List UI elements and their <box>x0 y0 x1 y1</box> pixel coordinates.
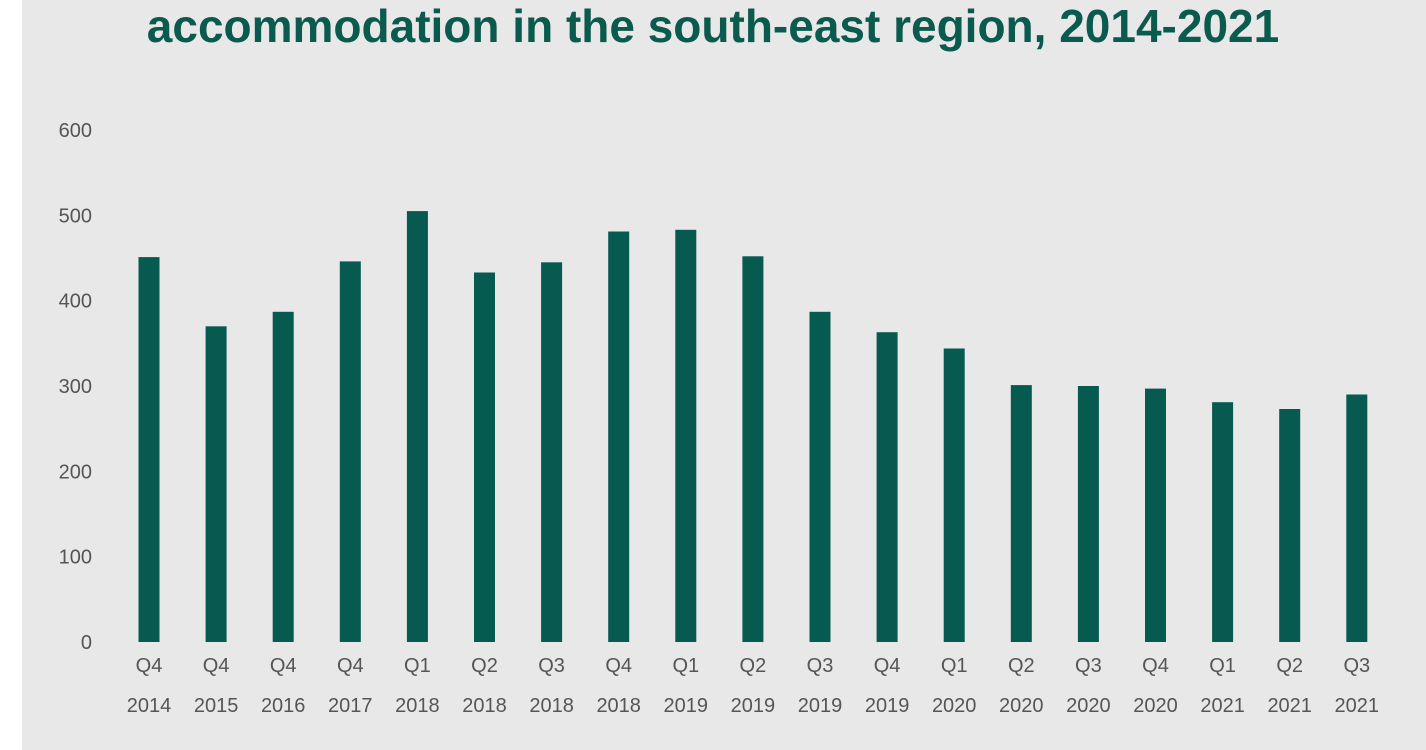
x-tick-year-label: 2021 <box>1335 695 1380 717</box>
x-tick-quarter-label: Q3 <box>1343 655 1370 677</box>
y-tick-label: 400 <box>59 291 92 313</box>
x-tick-quarter-label: Q3 <box>807 655 834 677</box>
x-tick-quarter-label: Q2 <box>1276 655 1303 677</box>
x-tick-year-label: 2019 <box>731 695 776 717</box>
y-tick-label: 600 <box>59 120 92 142</box>
x-tick-year-label: 2020 <box>999 695 1044 717</box>
x-tick-year-label: 2018 <box>529 695 574 717</box>
x-tick-year-label: 2017 <box>328 695 373 717</box>
x-tick-year-label: 2018 <box>462 695 507 717</box>
bar <box>272 311 294 642</box>
x-tick-year-label: 2020 <box>1066 695 1111 717</box>
bar <box>541 262 563 642</box>
bar <box>675 229 697 643</box>
x-tick-quarter-label: Q1 <box>1209 655 1236 677</box>
x-tick-year-label: 2019 <box>798 695 843 717</box>
x-tick-quarter-label: Q2 <box>471 655 498 677</box>
x-tick-quarter-label: Q1 <box>941 655 968 677</box>
x-tick-quarter-label: Q3 <box>538 655 565 677</box>
x-tick-year-label: 2020 <box>1133 695 1178 717</box>
bar <box>608 231 630 642</box>
bar <box>474 272 495 642</box>
bar <box>1077 386 1099 642</box>
x-tick-quarter-label: Q1 <box>404 655 431 677</box>
bar <box>406 211 428 642</box>
bar <box>809 311 831 642</box>
y-tick-label: 300 <box>59 376 92 398</box>
bar <box>1010 385 1032 642</box>
bar <box>1212 402 1234 642</box>
y-tick-label: 100 <box>59 547 92 569</box>
x-tick-quarter-label: Q1 <box>672 655 699 677</box>
x-tick-quarter-label: Q2 <box>740 655 767 677</box>
bar <box>339 261 361 642</box>
y-tick-label: 0 <box>81 632 92 654</box>
x-tick-year-label: 2019 <box>664 695 709 717</box>
x-tick-year-label: 2021 <box>1267 695 1312 717</box>
bar <box>1145 388 1166 642</box>
x-tick-quarter-label: Q4 <box>270 655 297 677</box>
x-tick-quarter-label: Q4 <box>337 655 364 677</box>
x-axis: Q4 2014 Q4 2015 Q4 2016 Q4 2017 Q1 2018 Q2 2018 Q3 20… <box>127 655 1379 717</box>
x-tick-year-label: 2020 <box>932 695 977 717</box>
bar <box>742 256 764 642</box>
x-tick-quarter-label: Q3 <box>1075 655 1102 677</box>
bar <box>1346 394 1368 642</box>
y-tick-label: 500 <box>59 205 92 227</box>
x-tick-quarter-label: Q4 <box>136 655 163 677</box>
bars <box>138 211 1368 643</box>
x-tick-quarter-label: Q4 <box>203 655 230 677</box>
x-tick-quarter-label: Q4 <box>874 655 901 677</box>
x-tick-year-label: 2019 <box>865 695 910 717</box>
y-tick-label: 200 <box>59 461 92 483</box>
x-tick-year-label: 2021 <box>1200 695 1245 717</box>
bar <box>943 348 965 642</box>
chart-title: accommodation in the south-east region, … <box>146 0 1280 52</box>
x-tick-year-label: 2018 <box>395 695 440 717</box>
y-axis: 0 100 200 300 400 500 600 <box>59 120 92 654</box>
bar <box>138 257 160 642</box>
x-tick-quarter-label: Q4 <box>605 655 632 677</box>
bar <box>205 326 227 642</box>
bar <box>1279 409 1301 642</box>
x-tick-year-label: 2015 <box>194 695 239 717</box>
chart-background <box>22 0 1426 750</box>
x-tick-quarter-label: Q4 <box>1142 655 1169 677</box>
x-tick-quarter-label: Q2 <box>1008 655 1035 677</box>
x-tick-year-label: 2016 <box>261 695 306 717</box>
x-tick-year-label: 2018 <box>596 695 641 717</box>
bar <box>876 332 898 642</box>
x-tick-year-label: 2014 <box>127 695 172 717</box>
